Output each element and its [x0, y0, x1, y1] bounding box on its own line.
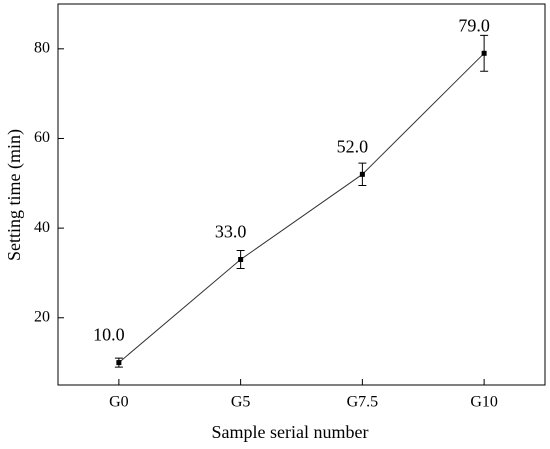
y-tick-label: 80	[34, 39, 50, 56]
x-axis-label: Sample serial number	[212, 422, 369, 442]
y-tick-label: 60	[34, 129, 50, 146]
x-tick-label: G10	[470, 394, 498, 411]
value-label: 33.0	[215, 222, 247, 242]
value-label: 79.0	[458, 15, 490, 35]
x-tick-label: G5	[231, 394, 251, 411]
x-tick-label: G0	[109, 394, 129, 411]
value-label: 10.0	[93, 325, 125, 345]
data-point	[359, 171, 365, 177]
x-tick-label: G7.5	[347, 394, 379, 411]
value-label: 52.0	[337, 136, 369, 156]
data-point	[238, 256, 244, 262]
data-point	[116, 360, 122, 366]
plot-frame	[57, 3, 546, 386]
y-tick-label: 20	[34, 308, 50, 325]
y-tick-label: 40	[34, 219, 50, 236]
data-line	[118, 52, 485, 363]
data-point	[481, 50, 487, 56]
y-axis-label: Setting time (min)	[4, 129, 25, 261]
